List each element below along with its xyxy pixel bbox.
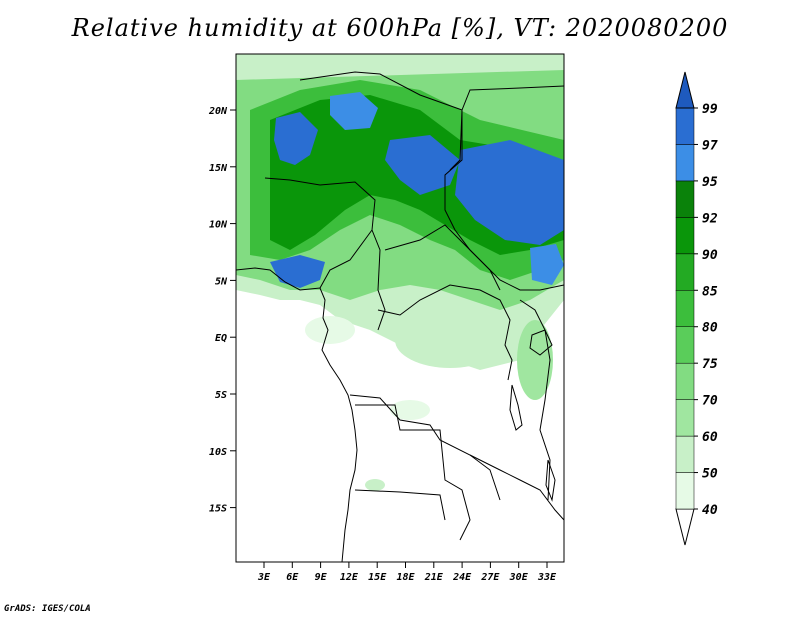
lat-tick-label: 15N <box>209 163 228 174</box>
colorbar-label: 95 <box>702 175 718 190</box>
moist-patch-lakes <box>517 320 553 400</box>
saturated-patch-east <box>455 140 564 245</box>
lat-tick-label: 10N <box>209 220 228 231</box>
colorbar-label: 80 <box>702 321 718 336</box>
lake-tanganyika <box>509 384 523 431</box>
colorbar-segment <box>675 253 695 291</box>
lat-tick-label: 10S <box>209 447 227 458</box>
lon-tick-label: 27E <box>480 572 500 583</box>
coastline-gulf-guinea <box>236 267 358 562</box>
border-drc-south <box>349 394 501 501</box>
colorbar-label: 75 <box>702 357 718 372</box>
lon-tick-label: 33E <box>537 572 557 583</box>
colorbar-segment <box>675 217 695 255</box>
lat-tick-label: 15S <box>209 504 227 515</box>
colorbar-label: 40 <box>702 503 718 518</box>
humidity-field <box>236 54 564 562</box>
lat-tick-label: 5N <box>215 276 228 287</box>
colorbar-over-triangle <box>675 71 695 109</box>
lon-tick-label: 12E <box>340 572 359 583</box>
border-nigeria <box>264 177 376 289</box>
colorbar-segment <box>675 107 695 145</box>
border-congo <box>377 284 513 381</box>
moist-patch-congo <box>395 312 505 368</box>
border-angola <box>355 404 471 541</box>
saturated-patch-coast <box>270 255 325 288</box>
colorbar-label: 99 <box>702 102 718 117</box>
lon-tick-label: 24E <box>452 572 472 583</box>
country-borders <box>236 71 564 562</box>
lat-tick-label: EQ <box>215 333 227 344</box>
lon-tick-label: 6E <box>286 572 299 583</box>
border-zambia <box>469 454 564 521</box>
moist-patch-gabon <box>305 316 355 344</box>
colorbar-label: 90 <box>702 248 718 263</box>
saturated-patch-west <box>274 112 318 165</box>
longitude-axis: 3E 6E 9E 12E 15E 18E 21E 24E 27E 30E 33E <box>257 562 557 583</box>
colorbar-segment <box>675 326 695 364</box>
colorbar-segment <box>675 144 695 182</box>
footer-credit: GrADS: IGES/COLA <box>4 604 91 614</box>
border-sudan <box>461 85 564 111</box>
lon-tick-label: 9E <box>315 572 328 583</box>
lon-tick-label: 21E <box>424 572 444 583</box>
colorbar-label: 85 <box>702 284 718 299</box>
moist-patch-angola <box>365 479 385 491</box>
border-east <box>519 299 551 501</box>
saturated-patch-central <box>385 135 460 195</box>
colorbar-under-triangle <box>675 508 695 546</box>
latitude-axis: 20N 15N 10N 5N EQ 5S 10S 15S <box>208 106 236 515</box>
colorbar-segment <box>675 290 695 327</box>
colorbar-segment <box>675 362 695 400</box>
lat-tick-label: 20N <box>208 106 228 117</box>
lake-victoria <box>529 329 553 356</box>
plot-frame <box>235 53 565 563</box>
map-title: Relative humidity at 600hPa [%], VT: 202… <box>71 14 729 42</box>
lake-malawi <box>545 459 556 502</box>
border-cameroon <box>371 229 386 331</box>
lon-tick-label: 3E <box>257 572 271 583</box>
lon-tick-label: 18E <box>396 572 415 583</box>
lon-tick-label: 15E <box>368 572 387 583</box>
colorbar-segment <box>675 399 695 437</box>
colorbar-label: 92 <box>702 211 718 226</box>
border-car <box>384 224 564 291</box>
colorbar-segment <box>675 435 695 473</box>
lat-tick-label: 5S <box>215 390 227 401</box>
colorbar-label: 97 <box>702 138 718 153</box>
colorbar: 40 50 60 70 75 80 85 90 92 95 97 99 <box>675 71 718 546</box>
border-sahel-north <box>299 71 463 171</box>
colorbar-label: 70 <box>702 394 718 409</box>
lon-tick-label: 30E <box>509 572 529 583</box>
moist-patch-small <box>390 400 430 420</box>
colorbar-segment <box>675 180 695 218</box>
border-namibia <box>354 489 446 521</box>
colorbar-segment <box>675 472 695 510</box>
colorbar-label: 50 <box>702 467 718 482</box>
saturated-patch-north <box>330 92 378 130</box>
colorbar-label: 60 <box>702 430 718 445</box>
saturated-patch-south-east <box>530 244 564 285</box>
